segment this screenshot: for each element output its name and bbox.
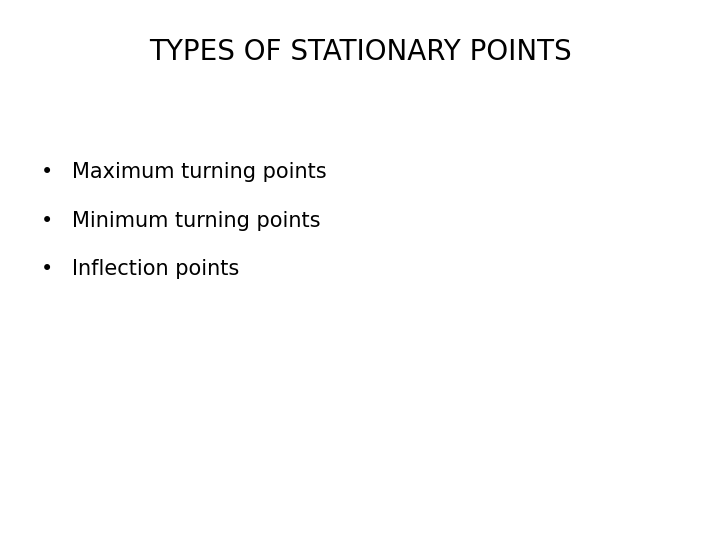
Text: •: •: [40, 211, 53, 231]
Text: •: •: [40, 259, 53, 279]
Text: Maximum turning points: Maximum turning points: [72, 162, 327, 182]
Text: Inflection points: Inflection points: [72, 259, 239, 279]
Text: •: •: [40, 162, 53, 182]
Text: Minimum turning points: Minimum turning points: [72, 211, 320, 231]
Text: TYPES OF STATIONARY POINTS: TYPES OF STATIONARY POINTS: [149, 38, 571, 66]
